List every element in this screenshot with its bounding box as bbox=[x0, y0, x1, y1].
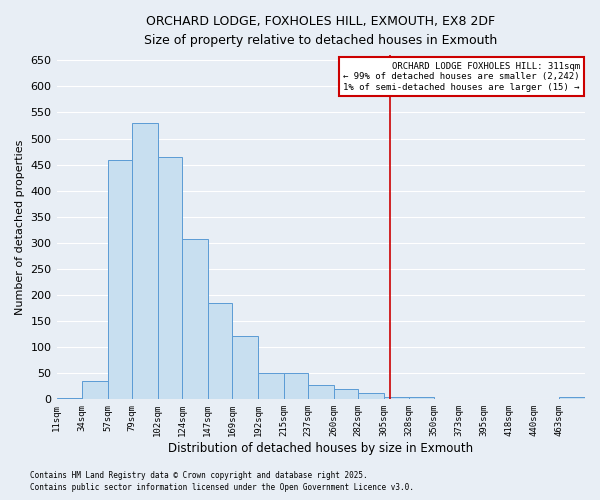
Text: ORCHARD LODGE FOXHOLES HILL: 311sqm
← 99% of detached houses are smaller (2,242): ORCHARD LODGE FOXHOLES HILL: 311sqm ← 99… bbox=[343, 62, 580, 92]
Bar bbox=[284, 374, 308, 400]
Title: ORCHARD LODGE, FOXHOLES HILL, EXMOUTH, EX8 2DF
Size of property relative to deta: ORCHARD LODGE, FOXHOLES HILL, EXMOUTH, E… bbox=[144, 15, 497, 47]
Bar bbox=[484, 399, 509, 400]
Bar bbox=[534, 399, 559, 400]
Bar bbox=[509, 399, 534, 400]
Bar bbox=[82, 381, 108, 400]
Bar bbox=[158, 157, 182, 400]
Bar bbox=[358, 392, 383, 400]
Bar bbox=[108, 160, 132, 400]
Bar bbox=[56, 398, 82, 400]
Bar bbox=[258, 374, 284, 400]
Bar bbox=[459, 399, 484, 400]
Text: Contains HM Land Registry data © Crown copyright and database right 2025.
Contai: Contains HM Land Registry data © Crown c… bbox=[30, 471, 414, 492]
Bar bbox=[232, 336, 258, 400]
Bar bbox=[559, 396, 585, 400]
Bar bbox=[334, 389, 358, 400]
Bar bbox=[409, 396, 434, 400]
Y-axis label: Number of detached properties: Number of detached properties bbox=[15, 140, 25, 315]
Bar bbox=[434, 399, 459, 400]
Bar bbox=[132, 123, 158, 400]
Bar bbox=[308, 384, 334, 400]
Bar bbox=[383, 396, 409, 400]
Bar bbox=[208, 303, 232, 400]
Bar bbox=[182, 239, 208, 400]
X-axis label: Distribution of detached houses by size in Exmouth: Distribution of detached houses by size … bbox=[168, 442, 473, 455]
